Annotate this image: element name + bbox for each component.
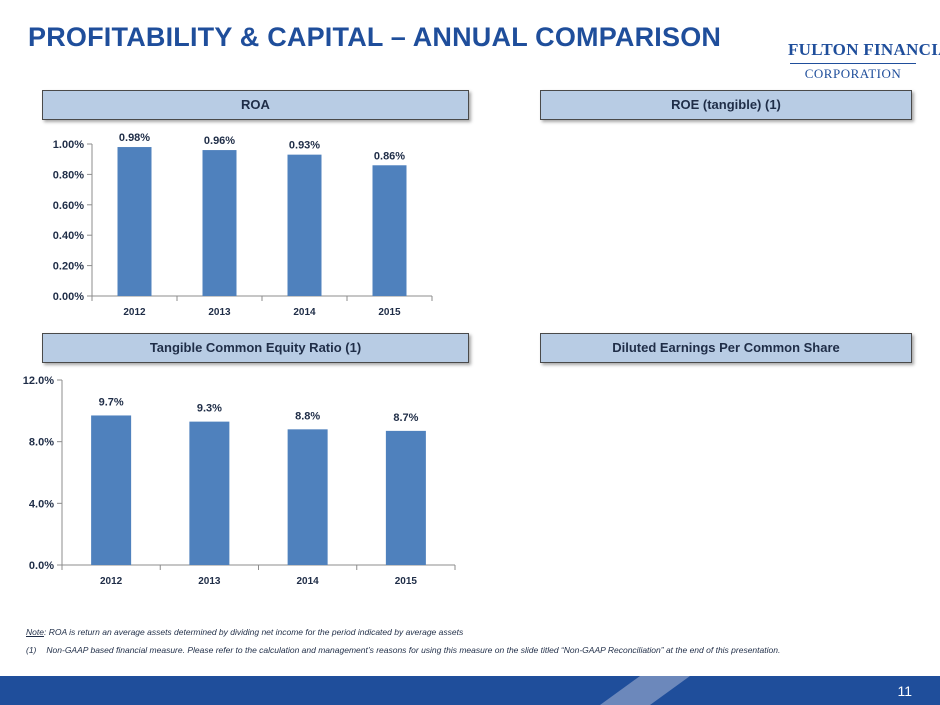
tce-bar-2014 [287, 429, 328, 565]
roa-category-label: 2015 [378, 307, 401, 318]
roa-bar-2015 [372, 165, 407, 296]
tce-category-label: 2013 [198, 576, 221, 587]
footer-bar [0, 676, 940, 705]
roa-y-tick-label: 0.60% [53, 200, 84, 212]
logo-line-1: FULTON FINANCIAL [788, 40, 940, 59]
note-line: Note: ROA is return an average assets de… [26, 627, 463, 637]
tce-category-label: 2014 [297, 576, 320, 587]
footnote-marker: (1) [26, 645, 37, 655]
roa-y-tick-label: 1.00% [53, 139, 84, 151]
tce-bar-2013 [189, 421, 230, 565]
roa-bar-2013 [202, 150, 237, 296]
tce-data-label: 9.7% [99, 396, 124, 408]
tce-category-label: 2012 [100, 576, 123, 587]
roe-header: ROE (tangible) (1) [540, 90, 912, 120]
eps-chart: $-$0.25$0.50$0.75$1.00$ 0.802012$ 0.8320… [470, 362, 940, 602]
roa-header: ROA [42, 90, 469, 120]
roa-data-label: 0.96% [204, 135, 235, 147]
eps-header: Diluted Earnings Per Common Share [540, 333, 912, 363]
roa-data-label: 0.98% [119, 132, 150, 144]
roa-chart: 0.00% 0.20% 0.40% 0.60% 0.80% 1.00% 0.98% 2012 0… [53, 132, 433, 318]
tce-data-label: 9.3% [197, 403, 222, 415]
roa-y-tick-label: 0.20% [53, 261, 84, 273]
page-number: 11 [897, 683, 912, 699]
roa-y-tick-label: 0.00% [53, 291, 84, 303]
page-title: PROFITABILITY & CAPITAL – ANNUAL COMPARI… [28, 22, 722, 52]
company-logo: FULTON FINANCIAL CORPORATION [788, 40, 940, 82]
tce-header: Tangible Common Equity Ratio (1) [42, 333, 469, 363]
tce-bar-2015 [385, 430, 426, 565]
footer-background [0, 676, 940, 705]
footer-accent [600, 676, 690, 705]
roe-chart: 0.00%4.00%8.00%12.00%10.73%201210.76%201… [470, 128, 940, 328]
roa-bar-2014 [287, 154, 322, 296]
roa-data-label: 0.93% [289, 140, 320, 152]
footnote-text: Non-GAAP based financial measure. Please… [46, 645, 781, 655]
tce-y-tick-label: 4.0% [29, 498, 54, 510]
roa-bar-2012 [117, 147, 152, 296]
roa-category-label: 2013 [208, 307, 231, 318]
tce-y-tick-label: 12.0% [23, 375, 54, 387]
logo-line-2: CORPORATION [804, 66, 902, 81]
tce-chart: 0.0% 4.0% 8.0% 12.0% 9.7% 2012 9.3% 2013 8.8% 201… [23, 375, 456, 587]
roa-category-label: 2014 [293, 307, 316, 318]
tce-y-tick-label: 0.0% [29, 560, 54, 572]
note-label: Note [26, 627, 44, 637]
note-text: : ROA is return an average assets determ… [43, 627, 464, 637]
roa-data-label: 0.86% [374, 150, 405, 162]
logo-rule [790, 63, 916, 64]
tce-data-label: 8.8% [295, 410, 320, 422]
roa-y-tick-label: 0.80% [53, 169, 84, 181]
tce-category-label: 2015 [395, 576, 418, 587]
roa-y-tick-label: 0.40% [53, 230, 84, 242]
tce-bar-2012 [91, 415, 132, 565]
roa-category-label: 2012 [123, 307, 146, 318]
tce-y-tick-label: 8.0% [29, 437, 54, 449]
tce-data-label: 8.7% [393, 412, 418, 424]
footnote-line: (1) Non-GAAP based financial measure. Ple… [26, 645, 780, 655]
